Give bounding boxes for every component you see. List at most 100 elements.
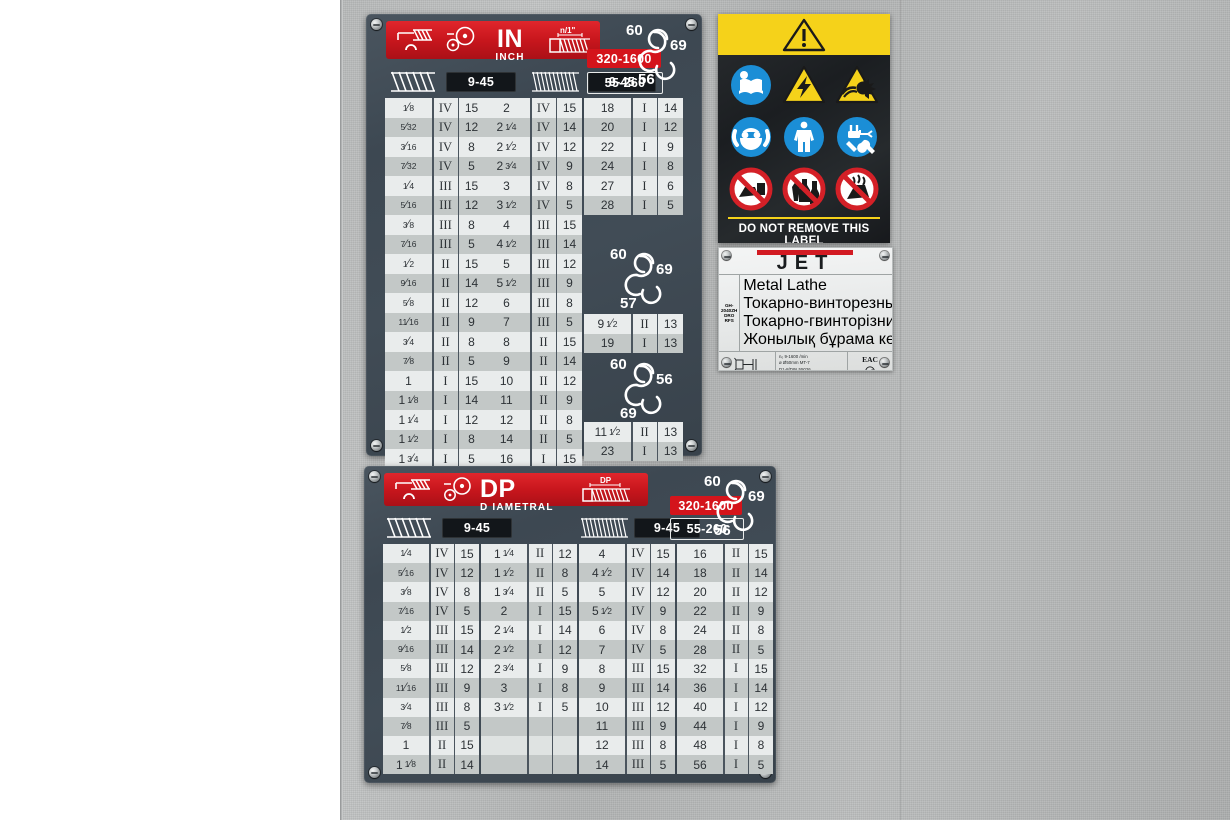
table-cell: IV — [531, 195, 556, 215]
table-column: 2 2 1 ⁄ 4 2 1 ⁄ 2 2 3 ⁄ 4 3 3 1 ⁄ 2 4 4 1 ⁄ 2 5 5 1 ⁄ 2 6 7 8 9 10 11 12 14… — [483, 98, 530, 469]
table-cell: 1 ⁄ 4 — [385, 176, 432, 196]
table-cell: 14 — [651, 678, 675, 698]
table-cell: 15 — [557, 98, 582, 118]
table-cell: II — [433, 293, 458, 313]
table-cell: 1 ⁄ 8 — [385, 98, 432, 118]
table-cell: III — [531, 254, 556, 274]
warning-triangle-icon — [782, 18, 826, 51]
table-cell: III — [626, 755, 650, 775]
table-cell: III — [430, 659, 454, 679]
table-cell — [528, 716, 552, 736]
table-cell: I — [724, 716, 748, 736]
table-cell: 14 — [651, 563, 675, 583]
svg-text:69: 69 — [748, 488, 765, 505]
table-cell: 5 — [553, 582, 577, 602]
table-cell: 12 — [455, 659, 479, 679]
table-cell: I — [632, 117, 657, 137]
table-cell: 8 — [455, 582, 479, 602]
table-cell: I — [632, 156, 657, 176]
dp-table-group-3: 4 4 1 ⁄ 2 5 5 1 ⁄ 2 6 7 8 9 10 11 12 14 IV IV IV IV IV IV III III… — [579, 544, 675, 775]
table-cell: 3 — [483, 176, 530, 196]
table-cell: 15 — [557, 449, 582, 469]
gear-train-diagram-3: 60 56 69 — [594, 352, 690, 424]
table-cell: 9 — [557, 390, 582, 410]
table-cell: 8 — [459, 332, 484, 352]
coarse-thread-icon — [388, 70, 438, 94]
table-cell: 3 1 ⁄ 2 — [481, 697, 527, 717]
table-cell: 14 — [483, 429, 530, 449]
table-cell: I — [528, 678, 552, 698]
machine-nameplate: JET GH-2040ZH DRO RFS Metal Lathe Токарн… — [718, 247, 893, 371]
table-cell: 5 — [483, 254, 530, 274]
table-cell: IV — [430, 582, 454, 602]
table-column: 16 18 20 22 24 28 32 36 40 44 48 56 — [677, 544, 723, 775]
table-column: II II II I I I I I I — [528, 544, 552, 775]
table-cell: I — [632, 98, 657, 118]
table-cell: 5 — [749, 755, 773, 775]
table-cell: III — [433, 215, 458, 235]
table-column: 15 12 8 5 15 12 8 5 15 14 12 9 8 5 15 14 12 8 5 — [459, 98, 484, 469]
table-cell: 2 1 ⁄ 4 — [481, 620, 527, 640]
gear-train-diagram-2: 60 69 57 — [594, 242, 690, 314]
screw-icon — [722, 251, 731, 260]
table-cell: 2 3 ⁄ 4 — [481, 659, 527, 679]
machine-panel-edge — [340, 0, 343, 820]
table-cell: 12 — [749, 582, 773, 602]
table-cell: 36 — [677, 678, 723, 698]
table-cell: 7 ⁄ 8 — [385, 351, 432, 371]
coarse-thread-icon — [384, 516, 434, 540]
table-cell: II — [531, 390, 556, 410]
table-cell: 5 — [459, 156, 484, 176]
table-cell: II — [528, 582, 552, 602]
table-column: 12 8 5 15 14 12 9 8 5 — [553, 544, 577, 775]
inch-table-group-3-bottom: 11 1 ⁄ 2 23 II I 13 13 — [584, 422, 683, 461]
table-group: 4 4 1 ⁄ 2 5 5 1 ⁄ 2 6 7 8 9 10 11 12 14 IV IV IV IV IV IV III III… — [579, 544, 675, 775]
table-cell: 15 — [459, 176, 484, 196]
table-cell: II — [531, 429, 556, 449]
table-cell: 8 — [557, 410, 582, 430]
table-cell: 5 ⁄ 16 — [385, 195, 432, 215]
table-cell: 5 — [579, 582, 625, 602]
table-cell: II — [632, 422, 657, 442]
table-cell: 15 — [557, 215, 582, 235]
table-cell: 5 — [455, 716, 479, 736]
table-column: 14 12 9 8 6 5 — [658, 98, 683, 215]
screw-icon — [760, 471, 771, 482]
table-cell: 18 — [677, 563, 723, 583]
table-cell: 2 3 ⁄ 4 — [483, 156, 530, 176]
table-cell: 5 — [455, 601, 479, 621]
table-column: II I — [632, 422, 657, 461]
table-column: II II II II II II I I I I I I — [724, 544, 748, 775]
inch-title: IN INCH — [495, 25, 525, 63]
table-cell: 14 — [557, 351, 582, 371]
chip-left-feed-range: 9-45 — [442, 518, 512, 538]
jet-brand-text: JET — [776, 252, 835, 274]
table-cell: 8 — [553, 563, 577, 583]
machine-panel-seam — [900, 0, 901, 820]
table-cell: II — [724, 563, 748, 583]
table-cell: 5 1 ⁄ 2 — [579, 601, 625, 621]
table-cell: 9 ⁄ 16 — [383, 639, 429, 660]
table-cell: II — [724, 582, 748, 602]
table-cell — [553, 735, 577, 756]
table-cell: I — [724, 659, 748, 679]
table-cell: 15 — [651, 544, 675, 564]
table-cell — [481, 755, 527, 775]
table-cell: 7 ⁄ 8 — [383, 716, 429, 736]
table-cell: 1 — [383, 735, 429, 756]
table-cell: 12 — [483, 410, 530, 430]
nameplate-spec-row: n₀ 9-1600 /min ø Ø50mm MT-7 D1-8/DIN 550… — [719, 351, 892, 370]
diametral-pitch-chart-plate: DP D IAMETRAL DP — [364, 466, 776, 783]
table-cell: IV — [626, 582, 650, 602]
table-cell: IV — [430, 563, 454, 583]
table-cell: IV — [626, 639, 650, 660]
pictogram-grid — [718, 55, 890, 215]
screw-icon — [371, 440, 382, 451]
table-cell: IV — [433, 137, 458, 157]
safety-warning-label: DO NOT REMOVE THIS LABEL — [718, 14, 890, 243]
table-column: 11 1 ⁄ 2 23 — [584, 422, 631, 461]
no-touching-chips-icon — [835, 167, 879, 211]
screw-icon — [686, 440, 697, 451]
table-cell: 12 — [557, 137, 582, 157]
